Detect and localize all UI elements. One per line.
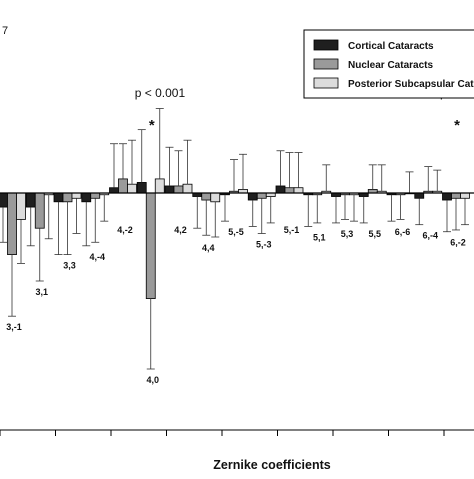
bar-2-4,2 <box>173 185 184 194</box>
legend-label-nuclear: Nuclear Cataracts <box>348 60 433 71</box>
category-label: 3,1 <box>35 287 48 297</box>
bar-3-5,-1 <box>293 187 304 194</box>
bar-1-4,2 <box>164 185 175 194</box>
bar-2-3,1 <box>34 192 45 229</box>
significance-star: * <box>149 117 155 134</box>
significance-star: * <box>454 117 460 134</box>
category-label: 5,5 <box>368 229 381 239</box>
legend: Cortical Cataracts Nuclear Cataracts Pos… <box>303 29 474 99</box>
category-label: 4,-2 <box>117 225 133 235</box>
bar-2-4,4 <box>201 192 212 201</box>
bar-2-3,-1 <box>7 192 17 255</box>
bar-1-5,-3 <box>247 192 258 201</box>
bar-3-6,-2 <box>460 192 470 199</box>
bar-3-4,2 <box>182 183 193 194</box>
bar-1-4,-4 <box>81 192 92 203</box>
bar-1-6,-4 <box>414 192 425 199</box>
legend-label-cortical: Cortical Cataracts <box>348 41 434 52</box>
category-label: 6,-6 <box>395 227 411 237</box>
category-label: 3,3 <box>63 261 76 271</box>
category-label: 4,2 <box>174 225 187 235</box>
category-label: 5,-5 <box>228 227 244 237</box>
category-label: 6,-4 <box>422 231 438 241</box>
bar-1-5,-1 <box>275 185 286 194</box>
legend-label-posterior: Posterior Subcapsular Cataracts <box>348 79 474 90</box>
x-axis-title: Zernike coefficients <box>213 458 330 472</box>
legend-swatch-cortical <box>313 39 339 51</box>
bar-3-4,-2 <box>127 183 137 194</box>
category-label: 5,3 <box>341 229 354 239</box>
category-label: 3,-1 <box>6 322 22 332</box>
bar-2-4,-2 <box>118 178 128 194</box>
bar-1-3,3 <box>53 192 64 203</box>
bar-2-4,0 <box>145 192 156 299</box>
bars-layer <box>0 178 470 299</box>
bar-3-3,3 <box>71 192 82 199</box>
bar-3-3,-1 <box>16 192 26 220</box>
bar-3-4,4 <box>210 192 221 203</box>
legend-swatch-nuclear <box>313 58 339 70</box>
bar-3-4,0 <box>154 178 165 194</box>
category-label: 5,-3 <box>256 239 272 249</box>
bar-2-5,-3 <box>256 192 267 199</box>
bar-2-5,-1 <box>284 187 295 194</box>
bar-1-4,0 <box>136 182 147 194</box>
category-label: 4,-4 <box>89 252 105 262</box>
bar-1-3,1 <box>25 192 36 208</box>
category-label: 4,4 <box>202 243 215 253</box>
category-label: 5,-1 <box>284 225 300 235</box>
bar-2-4,-4 <box>90 192 101 199</box>
category-label: 6,-2 <box>450 238 466 248</box>
x-axis-ticks <box>0 430 445 436</box>
bar-1-3,-1 <box>0 192 8 208</box>
category-labels: 3,-1 3,1 3,3 4,-4 4,-2 4,0 4,2 4,4 5,-5 5,-3 5,-1 5… <box>6 225 466 385</box>
corner-text: 7 <box>2 25 8 37</box>
bar-2-6,-2 <box>451 192 461 199</box>
category-label: 4,0 <box>146 375 159 385</box>
p-value-annotation: p < 0.001 <box>135 86 186 100</box>
bar-2-3,3 <box>62 192 73 203</box>
category-label: 5,1 <box>313 232 326 242</box>
bar-1-6,-2 <box>442 192 452 201</box>
bar-1-4,-2 <box>109 187 119 194</box>
error-bars-layer <box>0 108 469 370</box>
legend-swatch-posterior <box>313 77 339 89</box>
